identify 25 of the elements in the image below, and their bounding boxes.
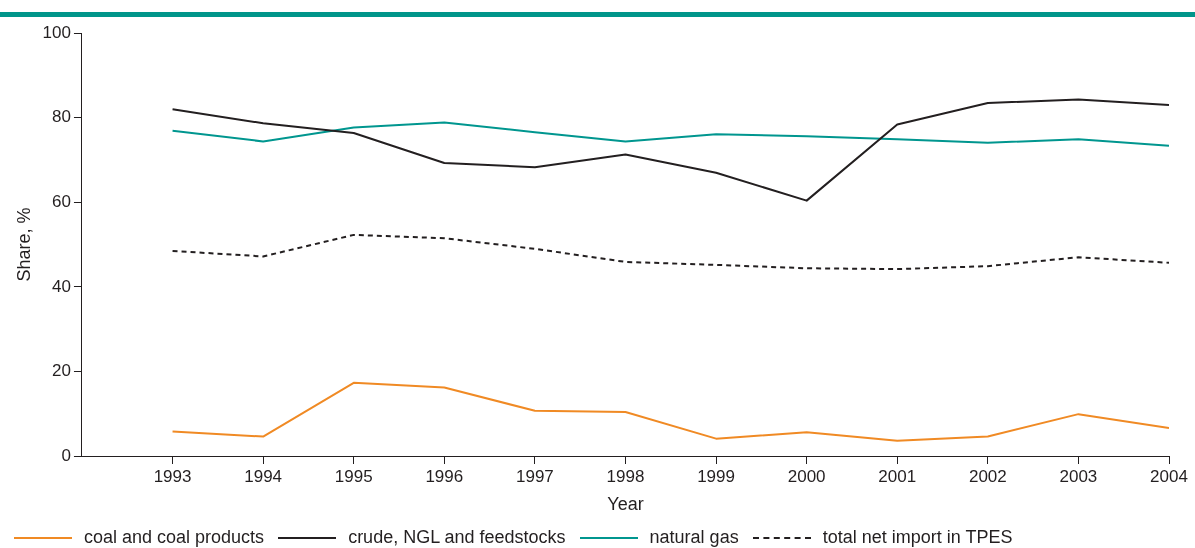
x-axis-title: Year <box>607 494 644 515</box>
y-axis-title: Share, % <box>13 207 34 282</box>
y-tick-label: 80 <box>52 107 71 127</box>
line-series <box>171 233 1169 271</box>
y-tick-label: 40 <box>52 276 71 296</box>
x-tick-label: 1996 <box>425 466 464 486</box>
y-tick-label: 100 <box>42 22 71 42</box>
y-tick-label: 0 <box>61 445 71 465</box>
legend-label: total net import in TPES <box>822 527 1013 548</box>
x-tick-label: 1999 <box>697 466 735 486</box>
x-tick-label: 2003 <box>1059 466 1098 486</box>
legend-label: crude, NGL and feedstocks <box>348 527 566 548</box>
x-tick-label: 1993 <box>153 466 192 486</box>
x-tick-label: 1997 <box>515 466 554 486</box>
x-tick-label: 1995 <box>334 466 373 486</box>
x-tick-label: 2000 <box>787 466 826 486</box>
x-tick-label: 2004 <box>1150 466 1188 486</box>
y-tick-label: 60 <box>52 192 71 212</box>
x-tick-label: 1994 <box>244 466 283 486</box>
legend-label: natural gas <box>649 527 739 548</box>
x-tick-label: 2002 <box>968 466 1007 486</box>
y-tick-label: 20 <box>52 361 71 381</box>
x-tick-label: 2001 <box>878 466 917 486</box>
x-tick-label: 1998 <box>606 466 645 486</box>
legend-label: coal and coal products <box>84 527 265 548</box>
